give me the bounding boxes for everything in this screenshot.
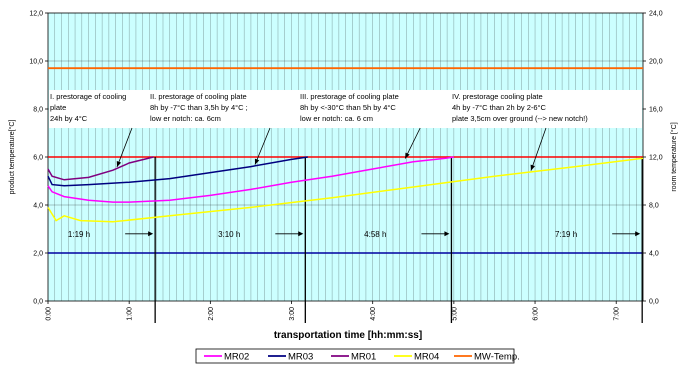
- annotation-background: [49, 90, 642, 128]
- right-y-tick-labels: 0,0 4,0 8,0 12,0 16,0 20,0 24,0: [643, 11, 663, 306]
- annotation-text: 4h by -7°C than 2h by 2-6°C: [452, 103, 547, 112]
- legend-box: [195, 348, 515, 364]
- arrow-head: [405, 152, 410, 159]
- annotation-text: plate: [50, 103, 66, 112]
- legend-label: MR03: [288, 352, 313, 363]
- y2-tick-label: 20,0: [649, 59, 663, 66]
- y2-tick-label: 24,0: [649, 11, 663, 18]
- series-line-mr01: [47, 156, 154, 181]
- x-tick-label: 0:00: [46, 307, 53, 321]
- annotation-pointer: [404, 127, 421, 159]
- phase-duration-label: 1:19 h: [68, 230, 90, 239]
- y2-axis-title: room temperature [°C]: [670, 122, 678, 191]
- x-tick-label: 7:00: [614, 307, 621, 321]
- series-line-mr02: [47, 156, 455, 203]
- arrow-head: [530, 164, 536, 171]
- y2-tick-label: 0,0: [649, 299, 659, 306]
- phase-duration-label: 7:19 h: [555, 230, 577, 239]
- annotation-text: 24h by 4°C: [50, 114, 88, 123]
- arrow-head: [148, 231, 154, 237]
- arrow-head: [635, 231, 641, 237]
- annotation-text: 8h by -7°C than 3,5h by 4°C ;: [150, 103, 248, 112]
- annotation-text: II. prestorage of cooling plate: [150, 92, 247, 101]
- x-tick-labels: 0:00 1:00 2:00 3:00 4:00 5:00 6:00 7:00: [46, 301, 621, 321]
- series-line-mr04: [47, 157, 644, 223]
- y-tick-label: 2,0: [33, 251, 43, 258]
- annotation-text: plate 3,5cm over ground (--> new notch!): [452, 114, 588, 123]
- y2-tick-label: 12,0: [649, 155, 663, 162]
- x-axis-title: transportation time [hh:mm:ss]: [274, 330, 422, 341]
- phase-markers: 1:19 h 3:10 h 4:58 h 7:19 h: [68, 157, 643, 323]
- phase-duration-label: 4:58 h: [364, 230, 386, 239]
- y-tick-label: 8,0: [33, 107, 43, 114]
- annotation-text: 8h by <-30°C than 5h by 4°C: [300, 103, 396, 112]
- phase-duration-label: 3:10 h: [218, 230, 240, 239]
- left-y-tick-labels: 0,0 2,0 4,0 6,0 8,0 10,0 12,0: [29, 11, 48, 306]
- y2-tick-label: 8,0: [649, 203, 659, 210]
- y-tick-label: 0,0: [33, 299, 43, 306]
- arrow-head: [254, 158, 260, 165]
- y-tick-label: 6,0: [33, 155, 43, 162]
- y-tick-label: 12,0: [29, 11, 43, 18]
- legend-label: MW-Temp.: [474, 352, 520, 363]
- arrow-head: [444, 231, 450, 237]
- series-line-mr03: [47, 156, 308, 187]
- y2-tick-label: 16,0: [649, 107, 663, 114]
- reference-lines: [48, 156, 643, 254]
- arrow-head: [116, 161, 122, 167]
- legend-label: MR01: [351, 352, 376, 363]
- x-tick-label: 3:00: [289, 307, 296, 321]
- annotation-pointer: [254, 127, 271, 165]
- x-tick-label: 1:00: [127, 307, 134, 321]
- annotation-text: low er notch: ca. 6cm: [150, 114, 221, 123]
- y-axis-title: product temperature[°C]: [8, 120, 16, 195]
- annotation-text: IV. prestorage cooling plate: [452, 92, 543, 101]
- x-tick-label: 5:00: [451, 307, 458, 321]
- legend-label: MR02: [224, 352, 249, 363]
- x-tick-label: 2:00: [208, 307, 215, 321]
- x-tick-label: 4:00: [370, 307, 377, 321]
- legend-label: MR04: [414, 352, 439, 363]
- y-tick-label: 10,0: [29, 59, 43, 66]
- series-lines: [47, 67, 644, 223]
- annotation-text: I. prestorage of cooling: [50, 92, 126, 101]
- annotation-text: III. prestorage of cooling plate: [300, 92, 399, 101]
- annotation-pointer: [116, 127, 133, 168]
- legend: MR02 MR03 MR01 MR04 MW-Temp.: [195, 348, 520, 364]
- annotation-text: low er notch: ca. 6 cm: [300, 114, 373, 123]
- annotation-pointer: [530, 127, 547, 171]
- arrow-head: [298, 231, 304, 237]
- x-tick-label: 6:00: [533, 307, 540, 321]
- annotations: I. prestorage of cooling plate 24h by 4°C I…: [49, 90, 642, 171]
- y2-tick-label: 4,0: [649, 251, 659, 258]
- y-tick-label: 4,0: [33, 203, 43, 210]
